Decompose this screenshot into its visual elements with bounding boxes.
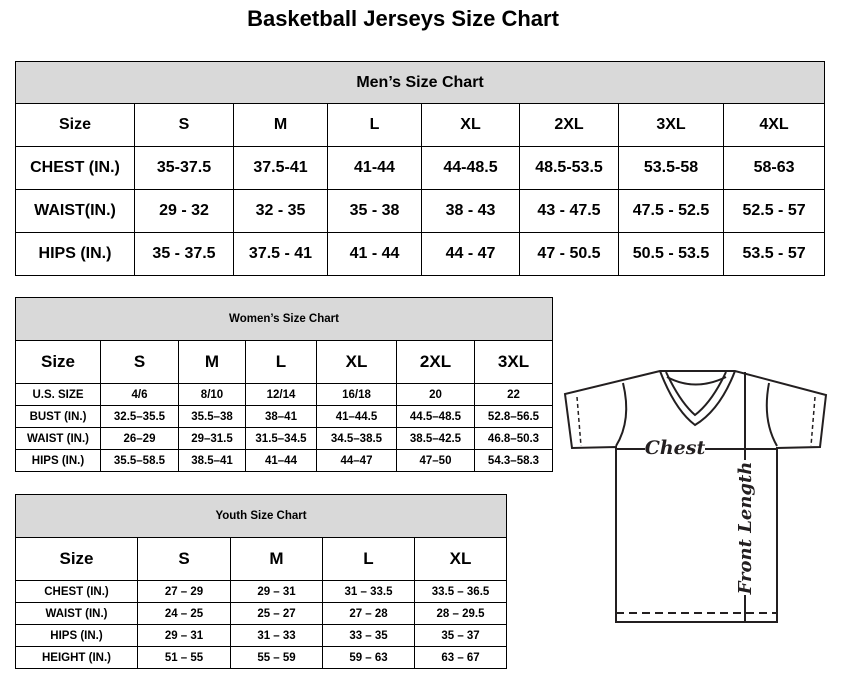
table-cell: 47–50 — [396, 449, 475, 472]
size-header-row: Size S M L XL — [15, 537, 508, 581]
table-cell: 58-63 — [722, 146, 826, 190]
table-cell: 35 - 38 — [327, 189, 422, 233]
table-cell: 33 – 35 — [322, 624, 415, 647]
header-cell: L — [245, 340, 317, 384]
table-cell: 63 – 67 — [413, 646, 508, 669]
table-row: U.S. SIZE 4/6 8/10 12/14 16/18 20 22 — [15, 383, 554, 406]
header-cell: 3XL — [618, 103, 724, 147]
header-cell: Size — [15, 340, 101, 384]
table-cell: 35.5–38 — [178, 405, 246, 428]
table-cell: 29 – 31 — [137, 624, 231, 647]
table-row: WAIST(IN.) 29 - 32 32 - 35 35 - 38 38 - 43 43… — [15, 189, 826, 233]
youth-size-table: Youth Size Chart Size S M L XL CHEST (IN.) 27 –… — [14, 494, 508, 669]
table-cell: 29–31.5 — [178, 427, 246, 450]
table-cell: 34.5–38.5 — [316, 427, 397, 450]
table-cell: 33.5 – 36.5 — [413, 580, 508, 603]
header-cell: L — [327, 103, 422, 147]
row-label: BUST (IN.) — [15, 405, 101, 428]
table-cell: 53.5-58 — [618, 146, 724, 190]
header-cell: S — [134, 103, 234, 147]
table-cell: 46.8–50.3 — [473, 427, 554, 450]
table-cell: 37.5 - 41 — [233, 232, 328, 276]
chart-heading: Youth Size Chart — [14, 494, 508, 538]
table-cell: 51 – 55 — [137, 646, 231, 669]
table-cell: 44.5–48.5 — [396, 405, 475, 428]
table-row: HEIGHT (IN.) 51 – 55 55 – 59 59 – 63 63 – 67 — [15, 646, 508, 669]
header-cell: Size — [15, 537, 138, 581]
table-row: CHEST (IN.) 35-37.5 37.5-41 41-44 44-48.5 48.… — [15, 146, 826, 190]
jersey-outline — [563, 370, 828, 623]
table-cell: 55 – 59 — [230, 646, 323, 669]
row-label: WAIST(IN.) — [15, 189, 135, 233]
table-cell: 59 – 63 — [322, 646, 415, 669]
table-cell: 38.5–41 — [178, 449, 246, 472]
page-title: Basketball Jerseys Size Chart — [247, 6, 559, 31]
chart-heading: Men’s Size Chart — [14, 61, 826, 104]
table-cell: 44-48.5 — [421, 146, 520, 190]
size-header-row: Size S M L XL 2XL 3XL — [15, 340, 554, 384]
table-cell: 32 - 35 — [233, 189, 328, 233]
chest-label: Chest — [645, 437, 706, 459]
table-row: WAIST (IN.) 26–29 29–31.5 31.5–34.5 34.5–38.… — [15, 427, 554, 450]
header-cell: M — [233, 103, 328, 147]
table-cell: 52.8–56.5 — [473, 405, 554, 428]
table-row: WAIST (IN.) 24 – 25 25 – 27 27 – 28 28 – 29.… — [15, 602, 508, 625]
table-row: HIPS (IN.) 35.5–58.5 38.5–41 41–44 44–47 47–5… — [15, 449, 554, 472]
table-row: BUST (IN.) 32.5–35.5 35.5–38 38–41 41–44.5 44… — [15, 405, 554, 428]
header-cell: L — [322, 537, 415, 581]
table-cell: 27 – 29 — [137, 580, 231, 603]
header-cell: XL — [413, 537, 508, 581]
table-cell: 52.5 - 57 — [722, 189, 826, 233]
table-cell: 35 - 37.5 — [134, 232, 234, 276]
table-cell: 25 – 27 — [230, 602, 323, 625]
table-cell: 26–29 — [100, 427, 179, 450]
mens-size-table: Men’s Size Chart Size S M L XL 2XL 3XL 4XL CHEST … — [14, 61, 826, 276]
row-label: HIPS (IN.) — [15, 232, 135, 276]
size-header-row: Size S M L XL 2XL 3XL 4XL — [15, 103, 826, 147]
table-cell: 41 - 44 — [327, 232, 422, 276]
header-cell: S — [137, 537, 231, 581]
header-cell: 2XL — [519, 103, 619, 147]
table-cell: 47 - 50.5 — [519, 232, 619, 276]
header-cell: XL — [421, 103, 520, 147]
table-row: CHEST (IN.) 27 – 29 29 – 31 31 – 33.5 33.5 –… — [15, 580, 508, 603]
table-cell: 48.5-53.5 — [519, 146, 619, 190]
table-cell: 24 – 25 — [137, 602, 231, 625]
table-cell: 31 – 33 — [230, 624, 323, 647]
row-label: CHEST (IN.) — [15, 146, 135, 190]
table-cell: 41–44 — [245, 449, 317, 472]
table-cell: 41-44 — [327, 146, 422, 190]
table-row: HIPS (IN.) 35 - 37.5 37.5 - 41 41 - 44 44 - … — [15, 232, 826, 276]
table-cell: 38.5–42.5 — [396, 427, 475, 450]
womens-size-table: Women’s Size Chart Size S M L XL 2XL 3XL U.S. SI… — [14, 297, 554, 472]
table-cell: 43 - 47.5 — [519, 189, 619, 233]
table-cell: 28 – 29.5 — [413, 602, 508, 625]
header-cell: M — [230, 537, 323, 581]
table-cell: 54.3–58.3 — [473, 449, 554, 472]
table-cell: 38 - 43 — [421, 189, 520, 233]
front-length-label: Front Length — [735, 462, 756, 596]
table-cell: 53.5 - 57 — [722, 232, 826, 276]
row-label: HIPS (IN.) — [15, 449, 101, 472]
row-label: HEIGHT (IN.) — [15, 646, 138, 669]
header-cell: 2XL — [396, 340, 475, 384]
